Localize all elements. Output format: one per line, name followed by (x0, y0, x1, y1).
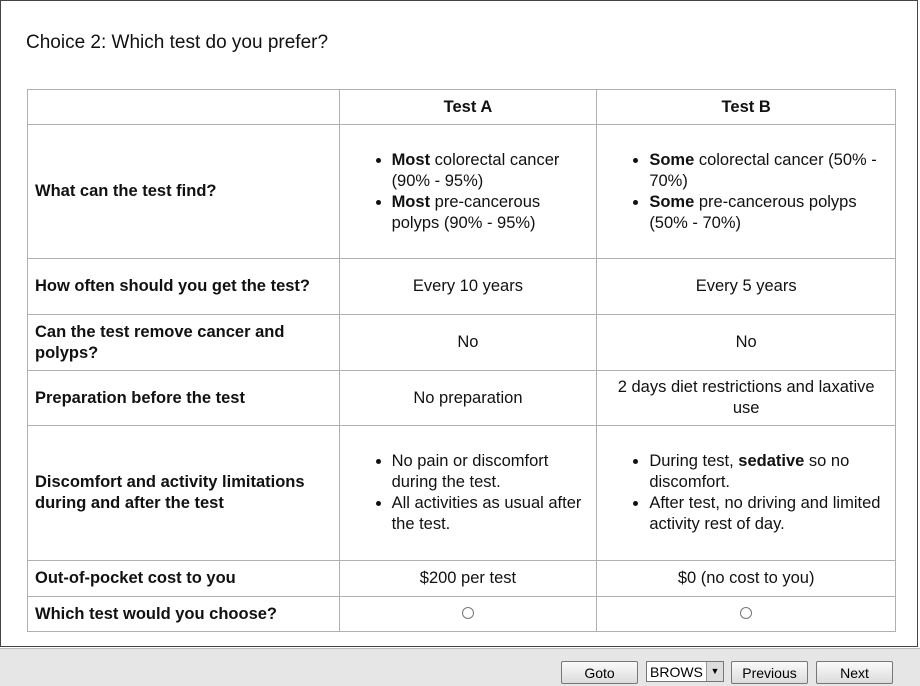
attribute-row: Can the test remove cancer and polyps? No… (27, 314, 896, 371)
cell-text: Every 5 years (596, 258, 896, 315)
cell-text: $200 per test (338, 560, 598, 597)
choice-radio[interactable] (461, 606, 474, 619)
bullet-item: Some pre-cancerous polyps (50% - 70%) (649, 192, 883, 234)
row-label: What can the test find? (27, 124, 340, 259)
bullet-item: Most colorectal cancer (90% - 95%) (392, 150, 585, 192)
bullet-list: No pain or discomfort during the test.Al… (376, 451, 585, 535)
text: pre-cancerous polyps (90% - 95%) (391, 192, 541, 232)
corner-cell (27, 89, 340, 125)
choice-cell (338, 596, 598, 632)
row-label: Preparation before the test (27, 370, 340, 426)
text: so no discomfort. (649, 452, 850, 491)
goto-button[interactable]: Goto (561, 661, 638, 684)
row-label: Which test would you choose? (27, 596, 340, 632)
attribute-row: Discomfort and activity limitations duri… (27, 425, 896, 561)
survey-panel: Choice 2: Which test do you prefer? Test… (0, 0, 918, 647)
bold-text: Some (649, 192, 695, 211)
bullet-item: After test, no driving and limited activ… (649, 493, 883, 535)
page-select[interactable]: BROWS ▼ (646, 661, 724, 682)
bold-text: Most (391, 150, 431, 169)
bullet-item: Most pre-cancerous polyps (90% - 95%) (392, 192, 585, 234)
attribute-row: Out-of-pocket cost to you $200 per test $0… (27, 560, 896, 597)
next-button[interactable]: Next (816, 661, 893, 684)
cell-text: 2 days diet restrictions and laxative us… (596, 370, 896, 426)
attribute-row: Which test would you choose? (27, 596, 896, 632)
bold-text: Most (391, 192, 431, 211)
column-header: Test B (596, 89, 896, 125)
previous-button[interactable]: Previous (731, 661, 808, 684)
choice-radio[interactable] (740, 606, 753, 619)
text: After test, no driving and limited activ… (649, 494, 881, 533)
text: All activities as usual after the test. (391, 494, 582, 533)
text: pre-cancerous polyps (50% - 70%) (649, 192, 857, 232)
cell-text: $0 (no cost to you) (596, 560, 896, 597)
bullet-list: Most colorectal cancer (90% - 95%)Most p… (376, 150, 585, 234)
question-title: Choice 2: Which test do you prefer? (26, 32, 329, 53)
row-label: Can the test remove cancer and polyps? (27, 314, 340, 371)
select-arrow: ▼ (706, 662, 723, 681)
bullet-cell: Some colorectal cancer (50% - 70%)Some p… (596, 124, 896, 259)
attribute-row: How often should you get the test? Every … (27, 258, 896, 315)
attribute-row: What can the test find? Most colorectal c… (27, 124, 896, 259)
row-label: How often should you get the test? (27, 258, 340, 315)
bullet-item: During test, sedative so no discomfort. (649, 451, 883, 493)
text: colorectal cancer (50% - 70%) (649, 150, 877, 190)
cell-text: Every 10 years (338, 258, 598, 315)
choice-cell (596, 596, 896, 632)
bold-text: Some (649, 150, 695, 169)
attribute-row: Preparation before the test No preparatio… (27, 370, 896, 426)
bullet-item: Some colorectal cancer (50% - 70%) (649, 150, 883, 192)
cell-text: No (596, 314, 896, 371)
bold-text: sedative (738, 452, 805, 470)
bullet-cell: No pain or discomfort during the test.Al… (338, 425, 598, 561)
text: During test, (649, 452, 739, 470)
bullet-item: No pain or discomfort during the test. (392, 451, 585, 493)
column-header: Test A (338, 89, 598, 125)
select-value: BROWS (650, 664, 703, 680)
text: colorectal cancer (90% - 95%) (391, 150, 560, 190)
row-label: Out-of-pocket cost to you (27, 560, 340, 597)
cell-text: No preparation (338, 370, 598, 426)
bullet-item: All activities as usual after the test. (392, 493, 585, 535)
bullet-cell: During test, sedative so no discomfort.A… (596, 425, 896, 561)
row-label: Discomfort and activity limitations duri… (27, 425, 340, 561)
nav-bar: Goto BROWS ▼ Previous Next (0, 648, 920, 686)
bullet-list: Some colorectal cancer (50% - 70%)Some p… (633, 150, 883, 234)
bullet-cell: Most colorectal cancer (90% - 95%)Most p… (338, 124, 598, 259)
cell-text: No (338, 314, 598, 371)
header-row: Test A Test B (27, 89, 896, 125)
bullet-list: During test, sedative so no discomfort.A… (633, 451, 883, 535)
text: No pain or discomfort during the test. (391, 452, 549, 491)
